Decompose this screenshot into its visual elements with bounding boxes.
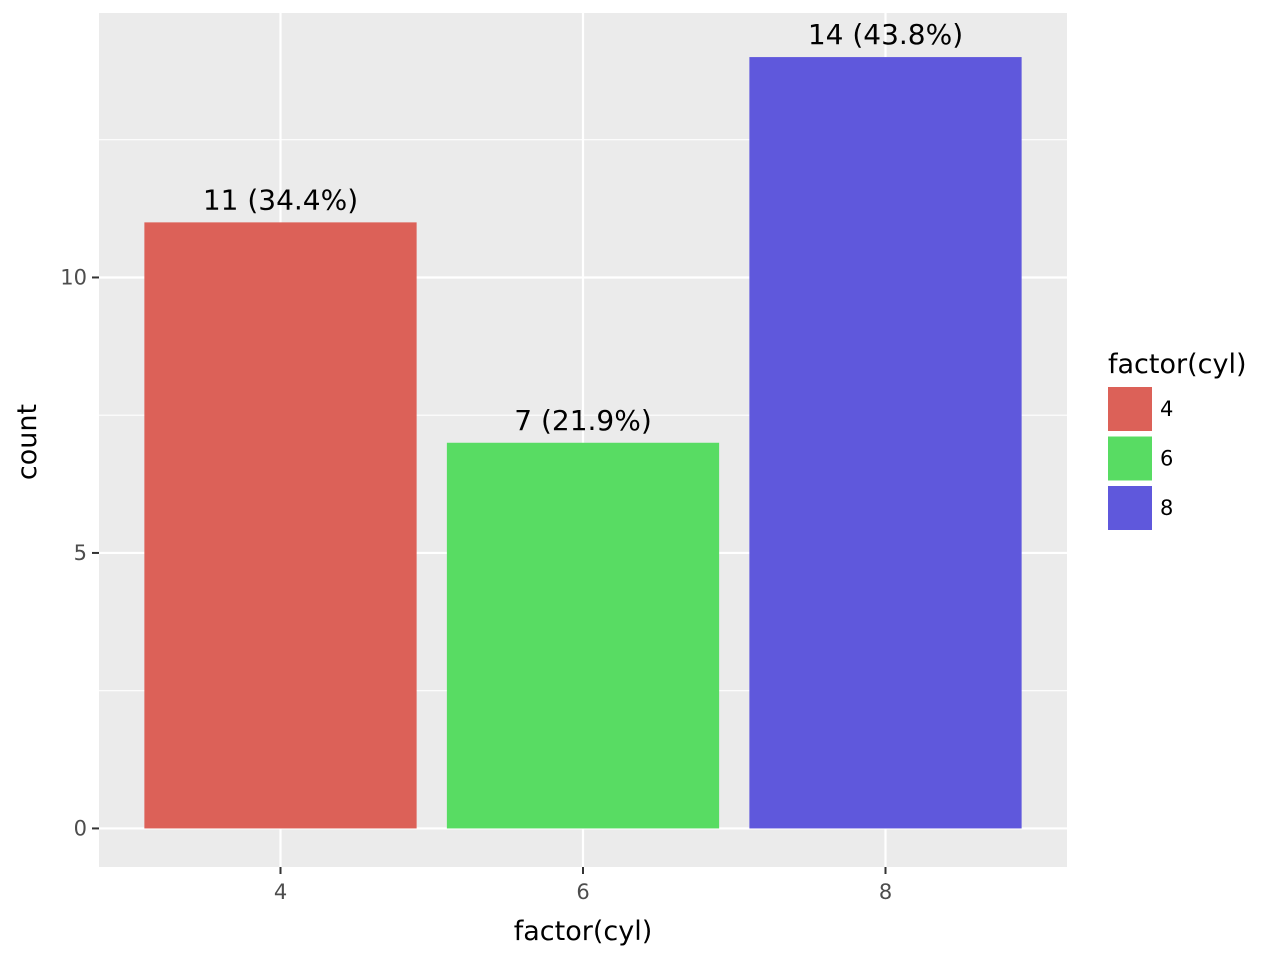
- legend-label: 6: [1160, 447, 1173, 471]
- x-axis: 4 6 8: [274, 867, 892, 904]
- x-tick-label: 4: [274, 880, 287, 904]
- y-tick-label: 0: [74, 816, 87, 840]
- bar-data-label: 14 (43.8%): [808, 18, 963, 51]
- legend: factor(cyl) 4 6 8: [1108, 349, 1247, 530]
- y-tick-label: 5: [74, 541, 87, 565]
- bar: [749, 57, 1022, 829]
- bar-data-label: 11 (34.4%): [203, 183, 358, 216]
- bar-data-labels: 11 (34.4%) 7 (21.9%) 14 (43.8%): [203, 18, 963, 437]
- bar-data-label: 7 (21.9%): [514, 404, 652, 437]
- legend-title: factor(cyl): [1108, 349, 1247, 380]
- legend-label: 4: [1160, 397, 1173, 421]
- legend-items: 4 6 8: [1108, 387, 1173, 530]
- x-axis-title: factor(cyl): [514, 916, 653, 947]
- legend-swatch: [1108, 387, 1152, 431]
- x-tick-label: 6: [576, 880, 589, 904]
- legend-swatch: [1108, 486, 1152, 530]
- bar: [144, 222, 417, 829]
- bar: [446, 442, 720, 829]
- legend-label: 8: [1160, 496, 1173, 520]
- x-tick-label: 8: [879, 880, 892, 904]
- bars: [144, 57, 1022, 829]
- y-tick-label: 10: [60, 265, 87, 289]
- y-axis-title: count: [12, 404, 43, 480]
- y-axis: 0 5 10: [60, 265, 99, 840]
- legend-swatch: [1108, 436, 1152, 481]
